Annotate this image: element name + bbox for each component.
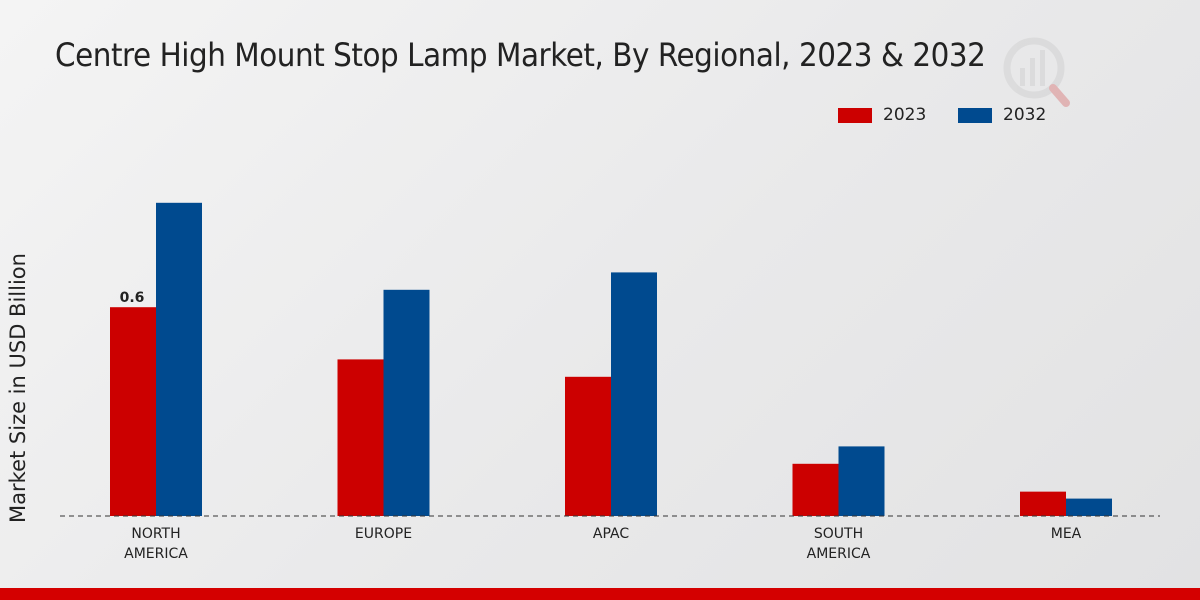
bar-mea-2023 [1020,491,1066,516]
x-tick-label-south-america-line2: AMERICA [807,546,871,562]
bar-north-america-2023 [110,307,156,516]
bar-north-america-2032 [156,202,202,517]
legend-label-2023: 2023 [883,105,927,125]
bar-apac-2023 [565,376,611,516]
brand-logo-icon [1000,32,1072,116]
bar-south-america-2032 [838,446,885,516]
data-label-north-america-2023: 0.6 [120,290,145,306]
legend-label-2032: 2032 [1003,105,1047,125]
x-tick-label-south-america-line1: SOUTH [814,526,863,542]
bar-south-america-2023 [792,463,839,516]
x-tick-label-apac: APAC [593,526,629,542]
bottom-accent-bar [0,588,1200,600]
legend-swatch-2032 [958,108,992,123]
legend-swatch-2023 [838,108,872,123]
x-tick-label-north-america-line1: NORTH [131,526,180,542]
bar-mea-2032 [1066,498,1112,516]
chart-title: Centre High Mount Stop Lamp Market, By R… [55,36,986,74]
bar-apac-2032 [611,272,657,516]
x-tick-label-north-america-line2: AMERICA [124,546,188,562]
bar-europe-2023 [337,359,384,516]
bar-europe-2032 [383,289,430,516]
x-tick-label-europe: EUROPE [355,526,412,542]
x-tick-label-mea: MEA [1051,526,1082,542]
